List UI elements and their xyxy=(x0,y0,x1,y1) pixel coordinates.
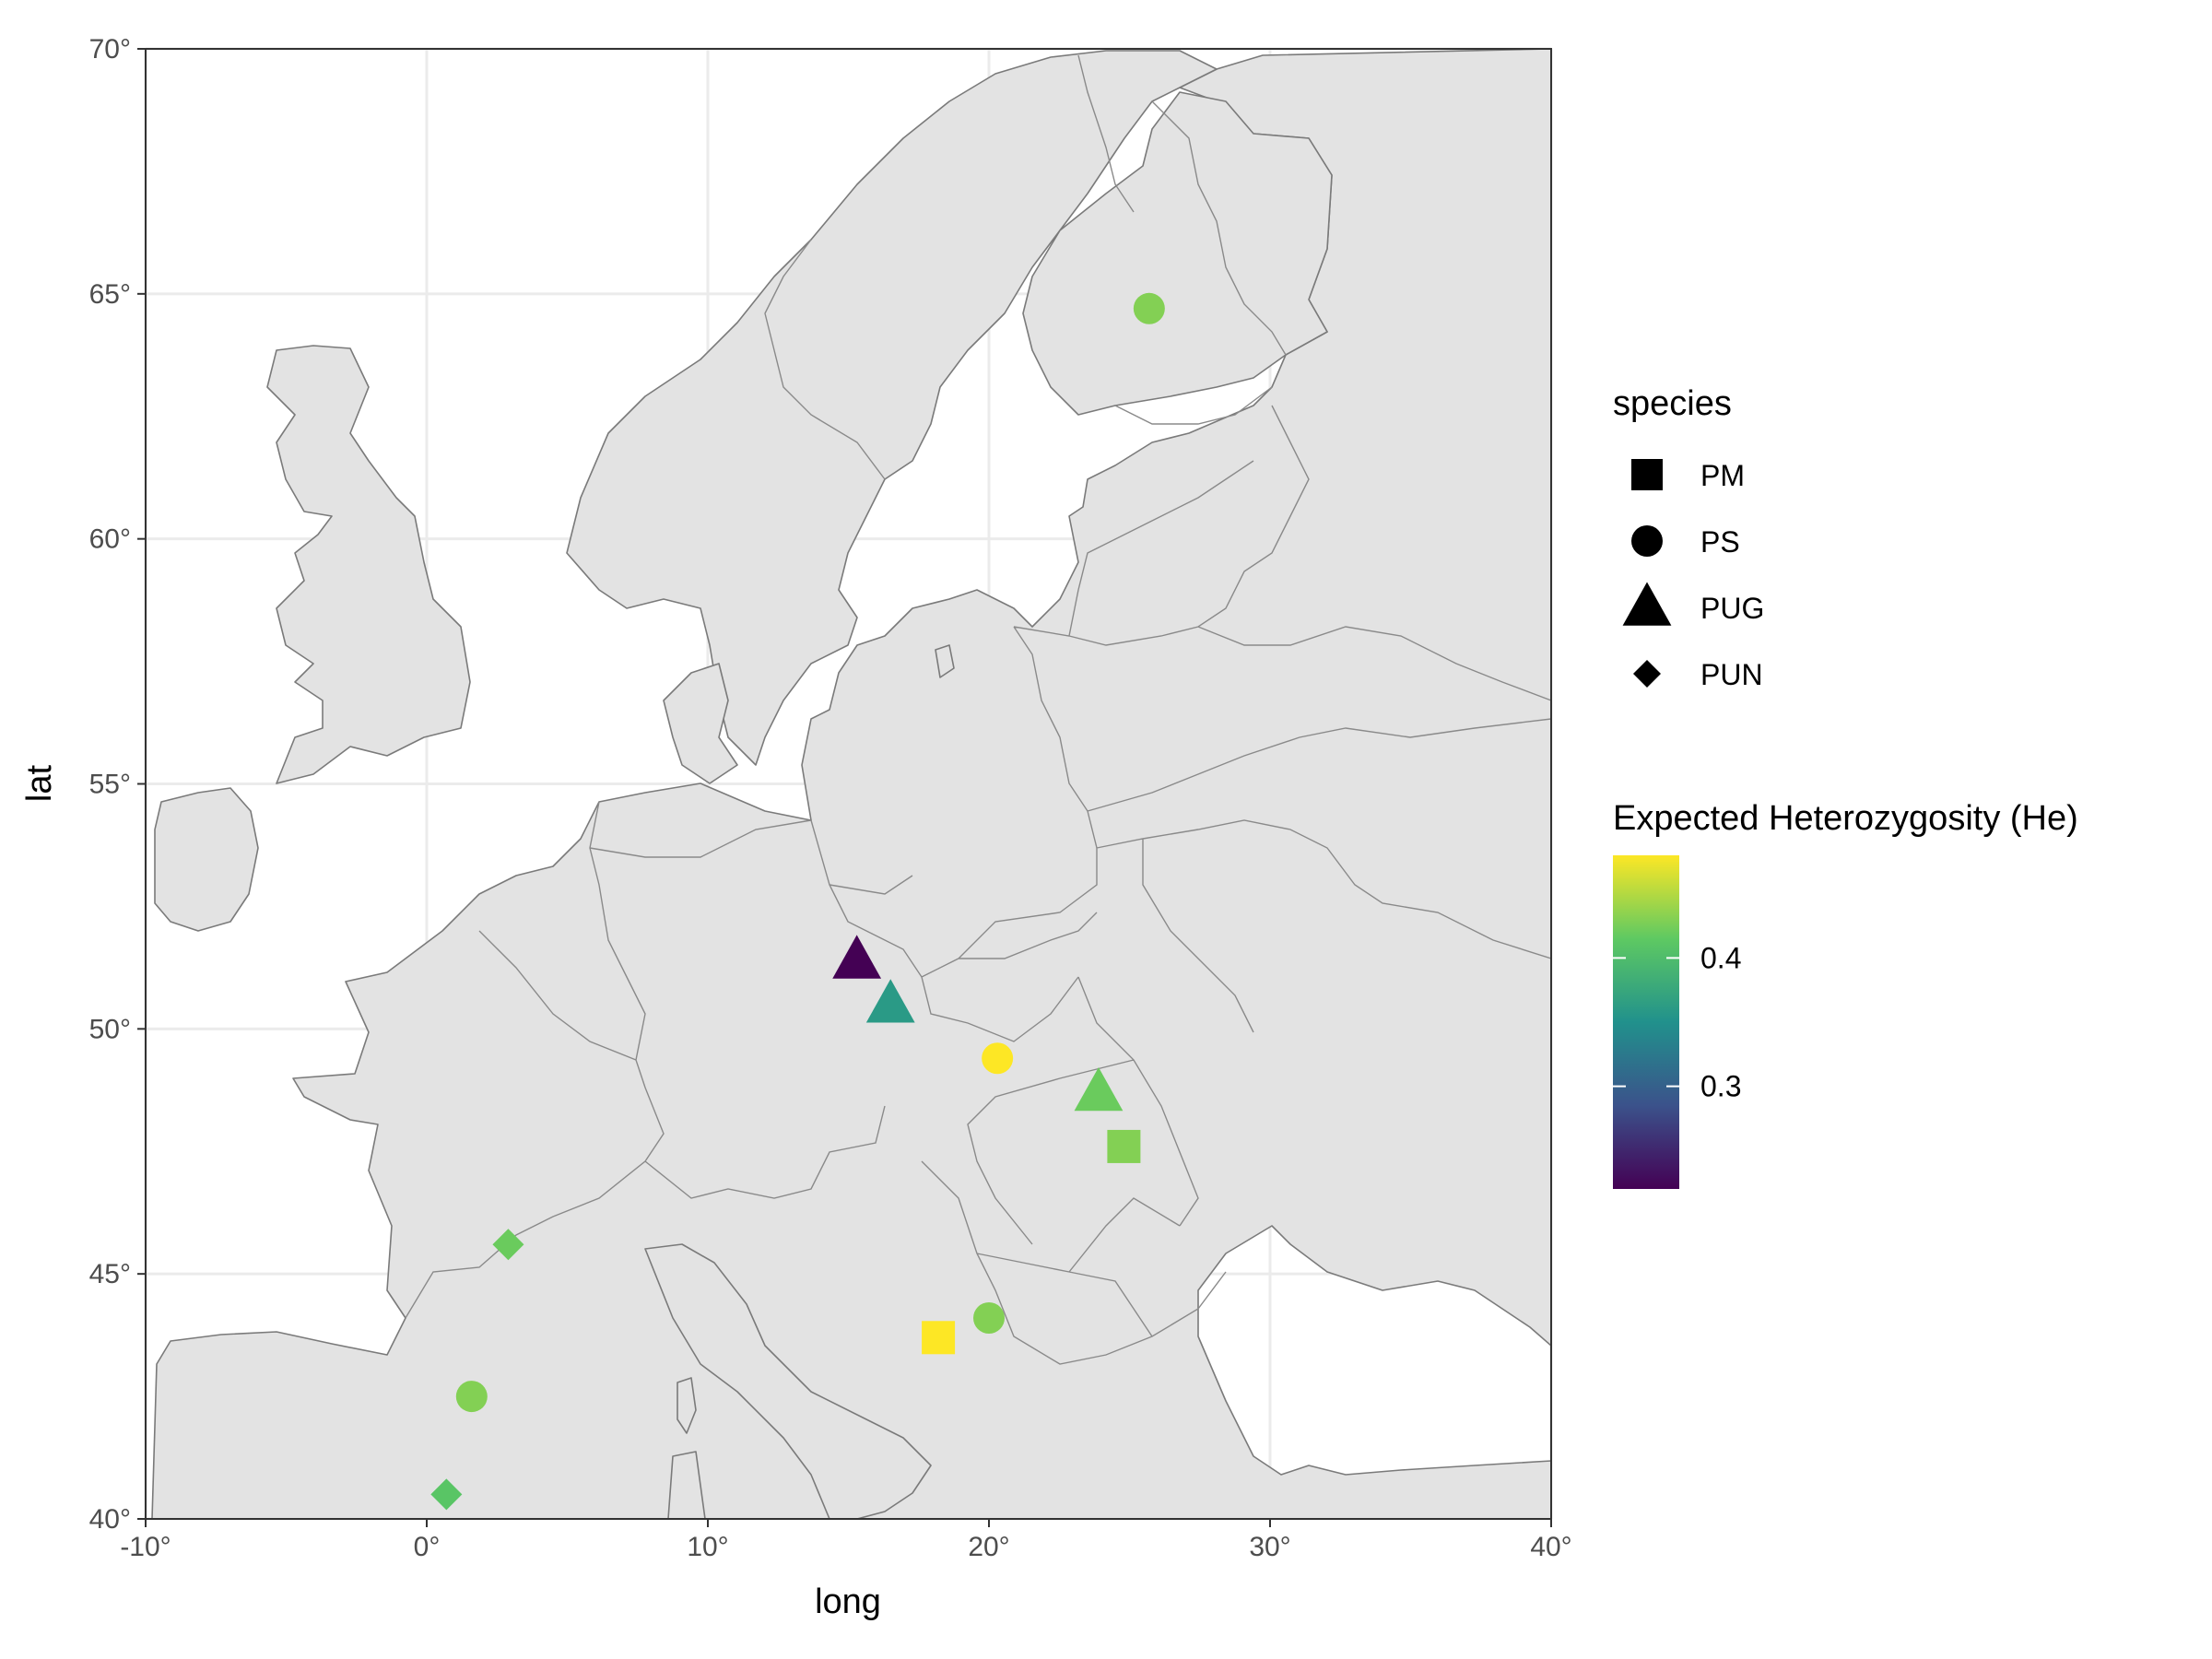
x-tick-label: 20° xyxy=(968,1532,1009,1562)
color-tick-label: 0.3 xyxy=(1700,1070,1741,1103)
data-point-ps xyxy=(1133,292,1165,324)
x-axis-title: long xyxy=(815,1583,881,1621)
x-tick-label: -10° xyxy=(120,1532,171,1562)
data-points xyxy=(430,292,1165,1511)
legend-label-pm: PM xyxy=(1700,459,1745,492)
y-tick-label: 65° xyxy=(89,279,131,310)
data-point-pun xyxy=(492,1229,524,1261)
legend-key-pun xyxy=(1633,660,1661,688)
corsica-sardinia-landmass xyxy=(667,1377,706,1519)
ireland-landmass xyxy=(154,787,259,932)
color-bar-ticks: 0.3 0.4 xyxy=(1613,941,1741,1103)
legend-label-pug: PUG xyxy=(1700,592,1764,625)
italy-landmass xyxy=(644,1243,932,1519)
great-britain-landmass xyxy=(266,345,471,784)
basemap xyxy=(151,49,1551,1519)
country-borders xyxy=(405,54,1551,1365)
legend-key-ps xyxy=(1631,525,1663,557)
legend: species PM PS PUG PUN Expected Heterozygosi… xyxy=(1613,384,2078,1189)
legend-label-pun: PUN xyxy=(1700,658,1763,691)
legend-label-ps: PS xyxy=(1700,525,1740,559)
data-point-pug xyxy=(1074,1066,1124,1112)
y-axis: 40° 45° 50° 55° 60° 65° 70° xyxy=(89,34,146,1535)
y-axis-title: lat xyxy=(20,764,59,802)
continent-landmass xyxy=(151,49,1551,1519)
y-tick-label: 70° xyxy=(89,34,131,65)
data-point-ps xyxy=(982,1042,1014,1075)
color-legend-title: Expected Heterozygosity (He) xyxy=(1613,799,2078,838)
finland-landmass xyxy=(1022,91,1333,416)
data-point-pug xyxy=(865,979,915,1023)
scandinavia-landmass xyxy=(566,50,1218,766)
y-tick-label: 50° xyxy=(89,1014,131,1044)
data-point-ps xyxy=(973,1302,1005,1335)
x-axis: -10° 0° 10° 20° 30° 40° xyxy=(120,1519,1572,1562)
data-point-ps xyxy=(455,1381,488,1413)
y-tick-label: 45° xyxy=(89,1259,131,1289)
species-legend-keys: PM PS PUG PUN xyxy=(1622,459,1764,691)
x-tick-label: 40° xyxy=(1530,1532,1571,1562)
y-tick-label: 40° xyxy=(89,1504,131,1535)
data-point-pm xyxy=(1107,1129,1141,1163)
y-tick-label: 55° xyxy=(89,770,131,800)
x-tick-label: 10° xyxy=(687,1532,728,1562)
x-tick-label: 0° xyxy=(414,1532,441,1562)
data-point-pm xyxy=(922,1321,956,1355)
color-bar xyxy=(1613,855,1679,1189)
data-point-pun xyxy=(430,1478,463,1511)
x-tick-label: 30° xyxy=(1249,1532,1290,1562)
legend-key-pm xyxy=(1631,459,1663,490)
map-panel xyxy=(144,47,1553,1521)
y-tick-label: 60° xyxy=(89,524,131,555)
data-point-pug xyxy=(832,935,882,979)
species-legend-title: species xyxy=(1613,384,1732,423)
color-tick-label: 0.4 xyxy=(1700,941,1741,974)
gotland-landmass xyxy=(935,644,955,678)
denmark-landmass xyxy=(663,663,738,784)
legend-key-pug xyxy=(1622,582,1672,626)
